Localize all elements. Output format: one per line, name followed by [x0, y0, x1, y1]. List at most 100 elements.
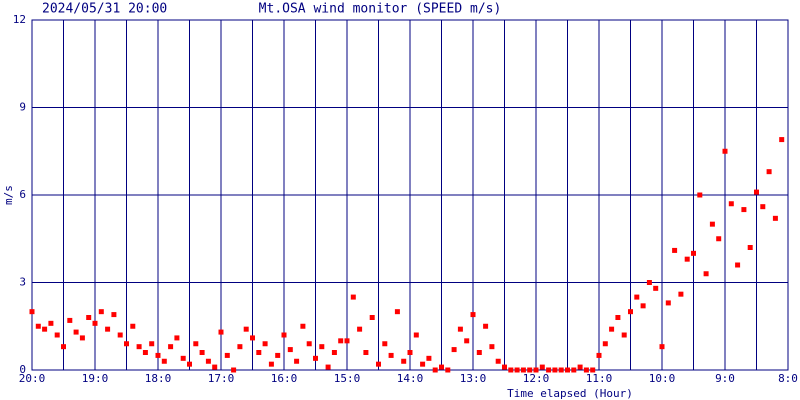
data-point — [168, 344, 174, 350]
data-point — [117, 332, 123, 338]
data-point — [772, 215, 778, 221]
data-point — [552, 367, 558, 373]
data-point — [325, 364, 331, 370]
x-tick-label: 15:0 — [334, 372, 361, 385]
data-point — [735, 262, 741, 268]
data-point — [754, 189, 759, 195]
data-point — [640, 303, 646, 309]
x-tick-label: 9:0 — [715, 372, 735, 385]
y-tick-label: 9 — [19, 101, 26, 114]
x-tick-label: 17:0 — [208, 372, 235, 385]
y-tick-label: 12 — [13, 13, 26, 26]
data-point — [495, 358, 501, 364]
data-point — [350, 294, 356, 300]
data-point — [382, 341, 388, 347]
data-point — [338, 338, 344, 344]
data-point — [98, 309, 104, 315]
y-axis-label: m/s — [2, 185, 15, 205]
data-point — [124, 341, 129, 347]
y-tick-label: 6 — [19, 188, 26, 201]
data-point — [256, 350, 262, 355]
data-point — [231, 367, 237, 373]
data-point — [728, 201, 734, 207]
data-point — [722, 148, 728, 154]
data-point — [212, 364, 218, 370]
data-point — [73, 329, 79, 335]
data-point — [401, 358, 407, 364]
data-point — [703, 271, 709, 277]
data-point — [665, 300, 671, 306]
data-point — [684, 256, 690, 262]
timestamp: 2024/05/31 20:00 — [42, 2, 167, 17]
data-point — [520, 367, 526, 373]
data-point — [577, 364, 583, 370]
data-point — [319, 344, 325, 350]
data-point — [67, 317, 73, 323]
data-point — [300, 323, 306, 329]
data-point — [457, 326, 463, 332]
data-point — [35, 323, 41, 329]
data-point — [294, 358, 300, 364]
data-point — [709, 221, 715, 227]
data-point — [609, 326, 615, 332]
x-tick-label: 13:0 — [460, 372, 487, 385]
data-point — [369, 315, 375, 320]
data-point — [621, 332, 627, 338]
data-point — [539, 364, 545, 370]
data-point — [193, 341, 199, 347]
data-point — [331, 350, 337, 355]
y-tick-label: 0 — [19, 363, 26, 376]
x-tick-label: 16:0 — [271, 372, 298, 385]
data-point — [716, 236, 722, 242]
data-point — [281, 332, 287, 338]
y-tick-label: 3 — [19, 276, 26, 289]
data-point — [250, 335, 255, 341]
data-point — [602, 341, 608, 347]
data-point — [142, 350, 148, 355]
data-point — [741, 207, 747, 213]
chart-title: Mt.OSA wind monitor (SPEED m/s) — [259, 2, 502, 17]
x-tick-label: 14:0 — [397, 372, 424, 385]
data-point — [533, 367, 539, 373]
data-point — [583, 367, 589, 373]
data-point — [546, 367, 552, 373]
x-tick-label: 18:0 — [145, 372, 172, 385]
data-point — [243, 326, 249, 332]
data-point — [224, 352, 230, 358]
data-point — [653, 285, 659, 291]
data-point — [111, 312, 117, 318]
data-point — [476, 350, 482, 355]
data-point — [275, 352, 281, 358]
data-point — [672, 247, 678, 253]
data-point — [527, 367, 533, 373]
x-tick-label: 20:0 — [19, 372, 46, 385]
data-point — [697, 192, 703, 198]
data-point — [61, 344, 66, 350]
data-point — [268, 361, 274, 367]
data-point — [590, 367, 596, 373]
data-point — [48, 320, 54, 326]
data-point — [105, 326, 111, 332]
data-point — [344, 338, 350, 344]
data-point — [363, 350, 369, 355]
data-point — [628, 309, 633, 315]
data-point — [199, 350, 205, 355]
data-point — [508, 367, 514, 373]
x-tick-label: 8:0 — [778, 372, 798, 385]
data-point — [426, 355, 432, 361]
data-point — [136, 344, 142, 350]
data-point — [205, 358, 211, 364]
data-point — [558, 367, 564, 373]
x-tick-label: 10:0 — [649, 372, 676, 385]
data-point — [502, 364, 507, 370]
data-point — [678, 291, 684, 297]
data-point — [313, 355, 318, 361]
data-point — [161, 358, 167, 364]
data-point — [464, 338, 470, 344]
data-point — [514, 367, 520, 373]
data-point — [634, 294, 640, 300]
data-point — [388, 352, 394, 358]
data-point — [29, 309, 35, 315]
data-point — [432, 367, 438, 373]
